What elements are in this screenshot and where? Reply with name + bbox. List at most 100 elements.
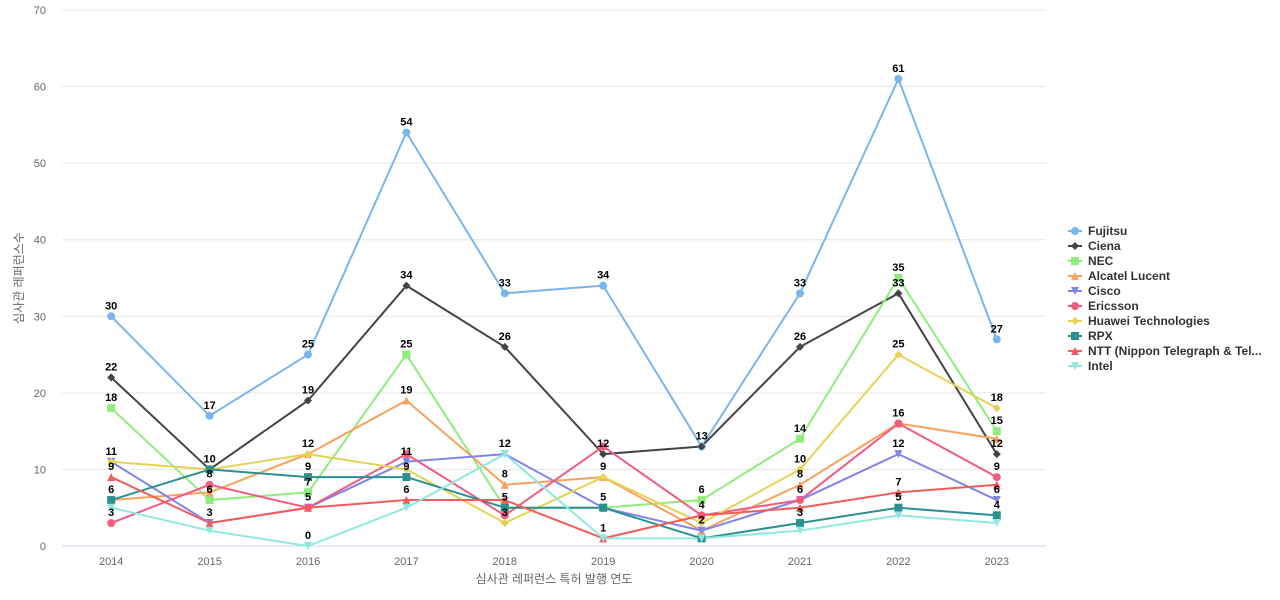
series-lines [110, 77, 998, 547]
data-label: 14 [794, 423, 807, 435]
series-point [599, 450, 608, 459]
series-point [894, 419, 903, 428]
y-tick-label: 60 [34, 82, 46, 94]
series-point [796, 526, 804, 535]
data-label: 0 [305, 530, 311, 542]
series-point [992, 473, 1001, 482]
legend-item[interactable]: Cisco [1068, 284, 1121, 298]
series-point [500, 496, 509, 505]
data-label: 3 [207, 507, 213, 519]
series-point [992, 480, 1001, 489]
series-point [107, 519, 116, 528]
data-label: 61 [892, 63, 904, 75]
data-label: 9 [403, 461, 409, 473]
series-point [599, 281, 608, 290]
series-point [304, 350, 312, 359]
data-label: 19 [302, 385, 314, 397]
data-label: 12 [499, 438, 511, 450]
x-tick-label: 2019 [591, 556, 615, 568]
data-label: 6 [207, 484, 213, 496]
series-point [599, 503, 608, 512]
series-point [992, 450, 1001, 459]
legend-item[interactable]: Intel [1068, 359, 1113, 373]
y-tick-label: 30 [34, 311, 46, 323]
data-label: 15 [991, 415, 1003, 427]
data-label: 5 [600, 492, 606, 504]
series-point [107, 496, 116, 505]
series-point [992, 404, 1001, 413]
legend-item[interactable]: RPX [1068, 329, 1113, 343]
legend-item[interactable]: Huawei Technologies [1068, 314, 1210, 328]
legend-item[interactable]: Fujitsu [1068, 224, 1127, 238]
data-label: 12 [892, 438, 904, 450]
data-label: 10 [203, 453, 215, 465]
legend-item[interactable]: Ericsson [1068, 299, 1139, 313]
data-label: 26 [794, 331, 806, 343]
series-point [107, 373, 116, 382]
series-point [599, 442, 608, 451]
series-line [110, 476, 997, 540]
series-point [402, 465, 411, 474]
series-point [796, 519, 804, 528]
data-label: 6 [699, 484, 705, 496]
data-label: 34 [400, 270, 413, 282]
series-point [992, 434, 1001, 443]
x-axis-ticks: 2014 2015 2016 2017 2018 2019 2020 2021 2022 2023 [99, 556, 1009, 568]
data-label: 25 [400, 339, 412, 351]
legend-label: Cisco [1088, 284, 1121, 298]
series-point [697, 519, 706, 528]
series-point [697, 442, 706, 451]
series-point [205, 465, 214, 474]
data-label: 17 [203, 400, 215, 412]
legend-label: NEC [1088, 254, 1114, 268]
legend-label: Huawei Technologies [1088, 314, 1210, 328]
data-label: 4 [699, 499, 706, 511]
legend-item[interactable]: Alcatel Lucent [1068, 269, 1170, 283]
series-line [110, 453, 997, 547]
series-point [697, 511, 706, 520]
data-label: 18 [991, 392, 1003, 404]
data-label: 9 [600, 461, 606, 473]
series-point [402, 281, 411, 290]
series-point [894, 503, 903, 512]
series-point [599, 534, 608, 543]
series-point [402, 396, 411, 405]
data-label: 8 [502, 469, 508, 481]
data-label: 11 [105, 446, 117, 458]
series-line [110, 468, 997, 540]
legend-marker [1071, 302, 1079, 310]
legend-item[interactable]: NEC [1068, 254, 1114, 268]
series-line [110, 422, 998, 524]
legend-marker [1071, 227, 1079, 235]
series-point [402, 473, 411, 482]
series-point [402, 350, 411, 359]
legend-label: Alcatel Lucent [1088, 269, 1170, 283]
x-tick-label: 2014 [99, 556, 123, 568]
series-point [304, 542, 312, 550]
series-point [205, 411, 214, 420]
legend-item[interactable]: Ciena [1068, 239, 1121, 253]
series-point [796, 342, 804, 351]
legend-label: RPX [1088, 329, 1113, 343]
data-label: 35 [892, 262, 904, 274]
data-label: 33 [794, 277, 806, 289]
data-label: 25 [302, 339, 314, 351]
series-point [402, 450, 411, 459]
data-label: 1 [600, 522, 606, 534]
x-tick-label: 2016 [296, 556, 320, 568]
series-point [796, 480, 804, 489]
y-tick-label: 40 [34, 235, 46, 247]
legend-marker [1071, 272, 1079, 280]
series-point [599, 473, 608, 482]
series-point [402, 503, 411, 512]
series-point [894, 74, 903, 83]
legend-item[interactable]: NTT (Nippon Telegraph & Tel... [1068, 344, 1262, 358]
series-point [697, 496, 706, 505]
series-point [205, 526, 214, 535]
data-label: 5 [895, 492, 901, 504]
x-tick-label: 2020 [689, 556, 713, 568]
data-label: 9 [108, 461, 114, 473]
series-point [107, 473, 116, 482]
legend-marker [1071, 332, 1079, 340]
